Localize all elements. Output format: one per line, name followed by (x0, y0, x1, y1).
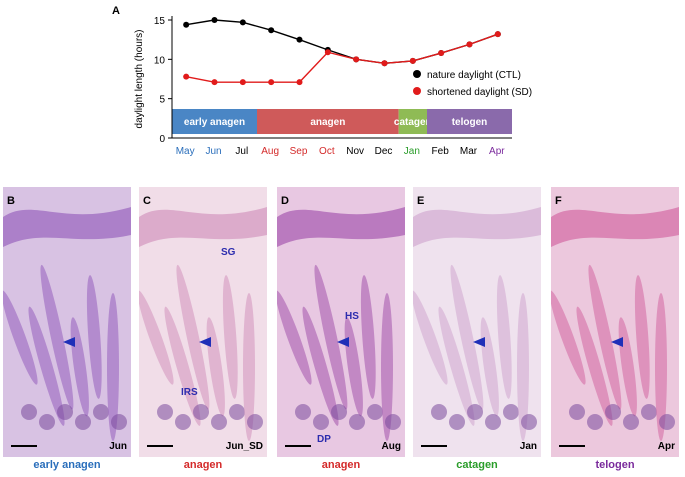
x-tick-label: May (176, 146, 195, 157)
micrograph-panel-c: C Jun_SD SG IRS (139, 187, 267, 457)
arrowhead-icon (473, 337, 485, 347)
stage-label: anagen (321, 459, 361, 471)
series-point (268, 79, 275, 86)
series-point (268, 27, 275, 34)
series-point (296, 79, 303, 86)
series-point (296, 36, 303, 43)
legend-marker (413, 70, 421, 78)
micrograph-panel-e: E Jan (413, 187, 541, 457)
x-tick-label: Jun (205, 146, 221, 157)
phase-bar-catagen (398, 109, 427, 134)
annotation-label: IRS (181, 387, 198, 398)
y-tick-label: 15 (154, 16, 166, 27)
scale-bar (147, 445, 173, 447)
arrowhead-icon (63, 337, 75, 347)
stage-label: anagen (183, 459, 223, 471)
y-tick-label: 5 (159, 95, 165, 106)
stage-label: telogen (595, 459, 635, 471)
panel-label: B (7, 195, 15, 207)
panel-label: C (143, 195, 151, 207)
x-tick-label: Aug (261, 146, 279, 157)
stage-label: catagen (456, 459, 498, 471)
panel-time-tag: Jun_SD (225, 441, 263, 452)
x-tick-label: Feb (432, 146, 450, 157)
micrograph-panel-d: D Aug HS DP (277, 187, 405, 457)
series-line-0 (186, 19, 499, 64)
panel-time-tag: Jun (109, 441, 127, 452)
panel-time-tag: Jan (519, 441, 537, 452)
micrograph-image (3, 187, 131, 457)
series-point (183, 73, 190, 80)
panel-label: D (281, 195, 289, 207)
y-tick-label: 0 (159, 134, 165, 145)
phase-bar-early-anagen (172, 109, 257, 134)
phase-label: early anagen (184, 117, 245, 128)
panel-time-tag: Aug (381, 441, 401, 452)
series-point (211, 79, 218, 86)
legend-label: shortened daylight (SD) (427, 87, 532, 98)
x-tick-label: Nov (346, 146, 364, 157)
phase-label: catagen (394, 117, 432, 128)
x-tick-label: Dec (375, 146, 393, 157)
scale-bar (559, 445, 585, 447)
phase-label: anagen (310, 117, 345, 128)
micrograph-image (413, 187, 541, 457)
phase-bar-anagen (257, 109, 399, 134)
series-point (494, 31, 501, 38)
scale-bar (285, 445, 311, 447)
micrograph-image (277, 187, 405, 457)
legend-marker (413, 87, 421, 95)
y-tick-label: 10 (154, 55, 166, 66)
series-point (381, 60, 388, 67)
arrowhead-icon (199, 337, 211, 347)
series-point (211, 17, 218, 23)
series-point (239, 79, 246, 86)
annotation-label: DP (317, 434, 331, 445)
panel-time-tag: Apr (657, 441, 675, 452)
annotation-label: HS (345, 311, 359, 322)
x-tick-label: Jul (235, 146, 248, 157)
arrowhead-icon (337, 337, 349, 347)
phase-bar-telogen (427, 109, 512, 134)
panel-label: E (417, 195, 425, 207)
x-tick-label: Jan (404, 146, 420, 157)
series-line-1 (186, 33, 499, 83)
series-point (324, 49, 331, 56)
phase-label: telogen (452, 117, 488, 128)
y-axis-label: daylight length (hours) (134, 30, 145, 129)
series-point (409, 57, 416, 64)
arrowhead-icon (611, 337, 623, 347)
micrograph-image (551, 187, 679, 457)
series-point (183, 21, 190, 28)
series-point (239, 19, 246, 26)
series-point (438, 50, 445, 57)
series-point (353, 56, 360, 63)
series-point (466, 41, 473, 48)
panel-label: F (555, 195, 562, 207)
scale-bar (11, 445, 37, 447)
x-tick-label: Oct (319, 146, 335, 157)
stage-label: early anagen (33, 459, 101, 471)
scale-bar (421, 445, 447, 447)
panel-label: A (112, 5, 120, 17)
x-tick-label: Sep (290, 146, 308, 157)
x-tick-label: Apr (489, 146, 505, 157)
micrograph-image (139, 187, 267, 457)
annotation-label: SG (221, 247, 236, 258)
micrograph-panel-b: B Jun (3, 187, 131, 457)
legend-label: nature daylight (CTL) (427, 70, 521, 81)
micrograph-panel-f: F Apr (551, 187, 679, 457)
x-tick-label: Mar (460, 146, 478, 157)
